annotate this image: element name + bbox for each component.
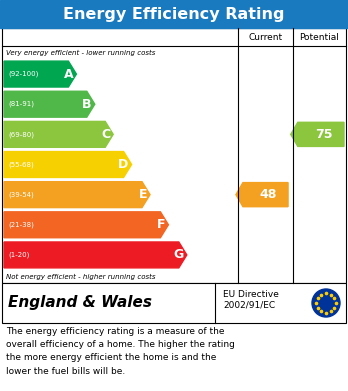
- Polygon shape: [4, 152, 132, 178]
- Polygon shape: [4, 182, 150, 208]
- Text: F: F: [157, 218, 165, 231]
- Circle shape: [312, 289, 340, 317]
- Text: (21-38): (21-38): [8, 222, 34, 228]
- Text: E: E: [139, 188, 147, 201]
- Polygon shape: [4, 91, 95, 117]
- Polygon shape: [4, 61, 77, 87]
- Text: 75: 75: [315, 128, 333, 141]
- Text: Current: Current: [248, 32, 283, 41]
- Text: EU Directive
2002/91/EC: EU Directive 2002/91/EC: [223, 290, 279, 310]
- Text: Not energy efficient - higher running costs: Not energy efficient - higher running co…: [6, 273, 156, 280]
- Text: 48: 48: [260, 188, 277, 201]
- Polygon shape: [236, 183, 288, 207]
- Polygon shape: [291, 122, 344, 146]
- Text: Very energy efficient - lower running costs: Very energy efficient - lower running co…: [6, 49, 155, 56]
- Text: Potential: Potential: [300, 32, 339, 41]
- Polygon shape: [4, 242, 187, 268]
- Text: (92-100): (92-100): [8, 71, 38, 77]
- Text: (81-91): (81-91): [8, 101, 34, 108]
- Polygon shape: [4, 121, 113, 147]
- Text: B: B: [82, 98, 92, 111]
- Text: (69-80): (69-80): [8, 131, 34, 138]
- Text: England & Wales: England & Wales: [8, 296, 152, 310]
- Polygon shape: [4, 212, 168, 238]
- Text: The energy efficiency rating is a measure of the
overall efficiency of a home. T: The energy efficiency rating is a measur…: [6, 327, 235, 376]
- Bar: [0, 0, 348, 28]
- Text: C: C: [101, 128, 110, 141]
- Text: (1-20): (1-20): [8, 252, 29, 258]
- Text: Energy Efficiency Rating: Energy Efficiency Rating: [63, 7, 285, 22]
- Text: D: D: [118, 158, 129, 171]
- Bar: [2, 283, 346, 323]
- Text: A: A: [64, 68, 73, 81]
- Bar: [2, 28, 346, 283]
- Text: G: G: [174, 248, 184, 262]
- Text: (55-68): (55-68): [8, 161, 34, 168]
- Text: (39-54): (39-54): [8, 191, 34, 198]
